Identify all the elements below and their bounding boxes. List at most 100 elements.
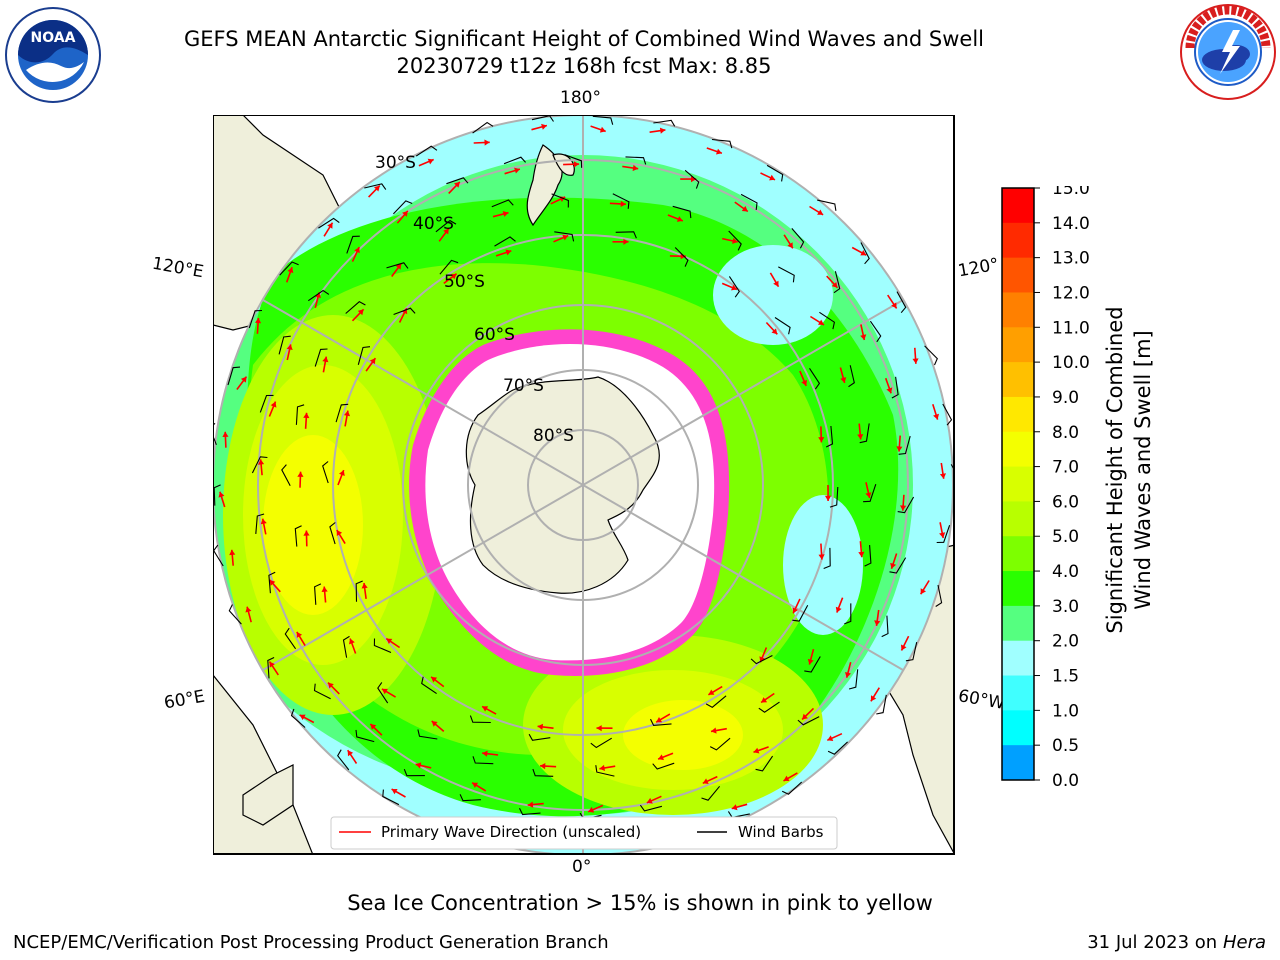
wind-barb (848, 365, 855, 388)
wave-arrow-head (658, 754, 664, 761)
wind-barb (889, 557, 907, 574)
wave-arrow-head (454, 181, 460, 188)
wave-arrow-head (482, 706, 489, 712)
wind-barb (639, 804, 663, 812)
wave-arrow-head (450, 273, 457, 280)
lon-label-120e: 120°E (150, 253, 206, 283)
wave-arrow-head (912, 358, 919, 364)
wind-barb (551, 193, 569, 208)
wind-barb (337, 749, 350, 771)
wave-arrow-head (386, 638, 393, 644)
wind-barbs (213, 115, 955, 820)
colorbar-tick-label: 4.0 (1052, 562, 1079, 582)
colorbar-block (1002, 396, 1034, 433)
wave-arrow-head (783, 775, 790, 781)
colorbar-tick-label: 9.0 (1052, 388, 1079, 408)
wind-barb (564, 154, 583, 168)
wave-arrow-head (370, 724, 377, 730)
wave-arrow-head (818, 437, 825, 443)
wind-barb (797, 716, 820, 726)
wind-barb (345, 301, 366, 314)
wind-barb (318, 217, 340, 229)
wind-barb (503, 156, 527, 165)
wave-arrow-head (818, 554, 825, 560)
wind-barb (774, 317, 791, 335)
sea-ice-caption: Sea Ice Concentration > 15% is shown in … (347, 891, 933, 915)
wave-arrow-head (801, 379, 807, 386)
wave-arrow-head (886, 387, 893, 394)
wind-barb (859, 423, 870, 444)
wind-barb (778, 266, 795, 283)
wave-arrow-head (260, 518, 267, 525)
polar-map: Primary Wave Direction (unscaled) Wind B… (213, 115, 955, 855)
wind-barb (259, 394, 274, 413)
wind-barb (417, 729, 438, 740)
wave-arrow-head (514, 167, 520, 174)
colorbar-tick-label: 15.0 (1052, 186, 1090, 199)
wave-arrow-head (857, 434, 864, 440)
lat-label-40s: 40°S (413, 214, 454, 234)
wind-barb (294, 525, 302, 547)
wind-barb (255, 513, 265, 534)
credit-host: Hera (1222, 932, 1266, 953)
figure-title: GEFS MEAN Antarctic Significant Height o… (183, 27, 985, 51)
wind-barb (864, 545, 872, 567)
wind-barb (335, 403, 349, 423)
wind-barb (653, 119, 676, 127)
wave-arrow-head (218, 491, 225, 498)
wind-barb (494, 236, 516, 247)
wave-arrow-head (537, 723, 544, 730)
wave-arrow-head (773, 280, 779, 287)
wind-barb (827, 741, 848, 755)
wave-arrow-head (269, 661, 275, 668)
wave-arrow-head (787, 242, 793, 249)
wind-barb (532, 768, 554, 777)
wave-arrow-head (270, 401, 277, 408)
wind-barb (279, 261, 299, 276)
wind-barb (439, 259, 459, 275)
land-antarctica (465, 376, 660, 594)
colorbar-block (1002, 362, 1034, 398)
colorbar-tick-label: 0.0 (1052, 771, 1079, 786)
wave-arrow-head (361, 583, 368, 589)
wave-arrow-head (900, 505, 907, 511)
wind-barb (791, 228, 805, 249)
wind-barb (382, 789, 400, 806)
nws-logo-icon (1180, 4, 1276, 100)
lon-label-60w: 60°W (956, 686, 1007, 714)
wave-arrow-head (860, 334, 867, 340)
wind-barb (804, 656, 821, 673)
wave-arrow-head (769, 174, 775, 181)
wind-barb (684, 169, 700, 189)
wave-arrow-head (297, 471, 304, 477)
wave-arrow-head (731, 804, 738, 811)
wave-arrow-head (933, 413, 939, 420)
wind-barb (403, 768, 425, 777)
wave-arrow-head (287, 267, 294, 274)
wave-arrow-head (327, 222, 333, 229)
colorbar-block (1002, 571, 1034, 607)
wind-barb (829, 486, 839, 508)
wind-barb (357, 346, 371, 365)
credit-left: NCEP/EMC/Verification Post Processing Pr… (13, 932, 609, 953)
wave-arrow-head (825, 495, 832, 501)
wave-arrow-head (540, 763, 546, 770)
wave-arrow-head (527, 801, 534, 808)
wind-barb (711, 138, 733, 149)
wind-barb (905, 641, 918, 662)
wave-arrow-head (395, 263, 402, 270)
wave-arrow-head (296, 631, 303, 638)
wind-barb (848, 669, 859, 690)
wind-barb (313, 683, 331, 700)
wave-arrow-head (732, 237, 738, 244)
colorbar-tick-label: 12.0 (1052, 283, 1090, 303)
colorbar-label-line1: Significant Height of Combined (1103, 306, 1127, 633)
wind-barb (781, 781, 803, 795)
wave-arrow-head (245, 606, 252, 613)
wave-arrow-head (939, 473, 946, 479)
wave-arrow-head (620, 200, 626, 207)
colorbar-tick-label: 13.0 (1052, 249, 1090, 269)
wind-barb (314, 348, 328, 367)
wind-barb (809, 367, 821, 390)
colorbar-block (1002, 327, 1034, 363)
